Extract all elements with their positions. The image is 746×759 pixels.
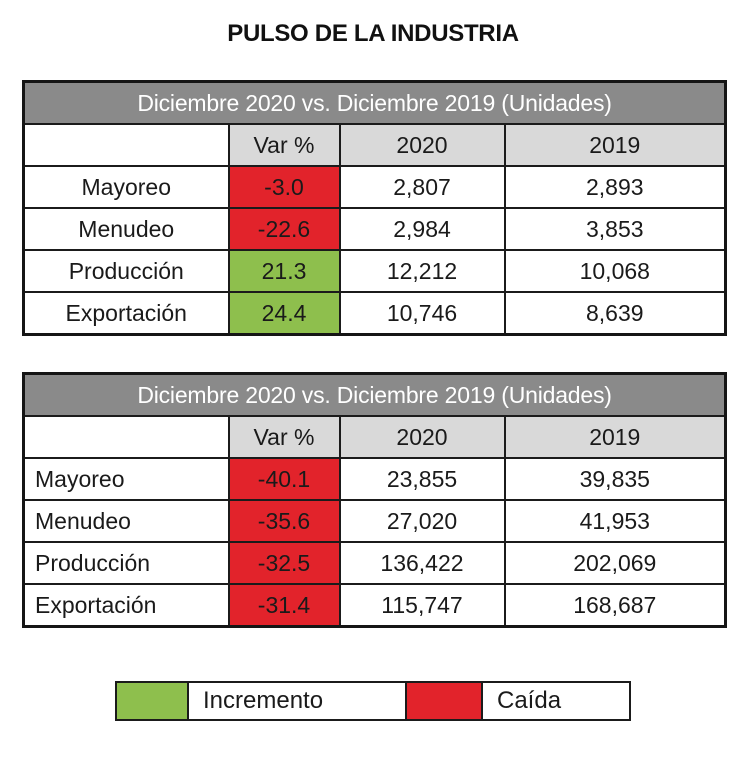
value-2020: 10,746	[338, 291, 506, 336]
value-2019: 202,069	[503, 541, 727, 585]
var-cell: 21.3	[227, 249, 341, 293]
page: PULSO DE LA INDUSTRIA Diciembre 2020 vs.…	[22, 20, 728, 721]
col-header-2019: 2019	[503, 123, 727, 167]
page-title: PULSO DE LA INDUSTRIA	[227, 20, 519, 47]
var-cell: -3.0	[227, 165, 341, 209]
increase-label: Incremento	[187, 681, 407, 721]
row-label: Producción	[22, 249, 230, 293]
row-label: Mayoreo	[22, 165, 230, 209]
value-2019: 3,853	[503, 207, 727, 251]
table-row: Exportación 24.4 10,746 8,639	[22, 291, 727, 336]
value-2019: 39,835	[503, 457, 727, 501]
legend: Incremento Caída	[115, 681, 631, 721]
value-2019: 2,893	[503, 165, 727, 209]
table-row: Producción -32.5 136,422 202,069	[22, 541, 727, 585]
table-monthly-units: Diciembre 2020 vs. Diciembre 2019 (Unida…	[22, 80, 728, 336]
col-header-var: Var %	[227, 123, 341, 167]
increase-swatch-icon	[115, 681, 189, 721]
row-label: Menudeo	[22, 207, 230, 251]
legend-row: Incremento Caída	[115, 681, 631, 721]
table-row: Mayoreo -40.1 23,855 39,835	[22, 457, 727, 501]
var-cell: -22.6	[227, 207, 341, 251]
table-header-row: Diciembre 2020 vs. Diciembre 2019 (Unida…	[22, 80, 727, 125]
table-title: Diciembre 2020 vs. Diciembre 2019 (Unida…	[22, 80, 727, 125]
var-cell: -31.4	[227, 583, 341, 628]
value-2020: 12,212	[338, 249, 506, 293]
column-header-row: Var % 2020 2019	[22, 123, 727, 167]
decrease-label: Caída	[481, 681, 631, 721]
decrease-swatch-icon	[405, 681, 483, 721]
value-2019: 8,639	[503, 291, 727, 336]
value-2020: 2,984	[338, 207, 506, 251]
value-2020: 2,807	[338, 165, 506, 209]
col-header-var: Var %	[227, 415, 341, 459]
table-title: Diciembre 2020 vs. Diciembre 2019 (Unida…	[22, 372, 727, 417]
col-header-2020: 2020	[338, 123, 506, 167]
value-2020: 136,422	[338, 541, 506, 585]
var-cell: -32.5	[227, 541, 341, 585]
table-header-row: Diciembre 2020 vs. Diciembre 2019 (Unida…	[22, 372, 727, 417]
value-2020: 23,855	[338, 457, 506, 501]
col-header-2019: 2019	[503, 415, 727, 459]
row-label: Menudeo	[22, 499, 230, 543]
value-2020: 115,747	[338, 583, 506, 628]
corner-cell	[22, 415, 230, 459]
table-row: Mayoreo -3.0 2,807 2,893	[22, 165, 727, 209]
column-header-row: Var % 2020 2019	[22, 415, 727, 459]
row-label: Exportación	[22, 583, 230, 628]
row-label: Exportación	[22, 291, 230, 336]
var-cell: -35.6	[227, 499, 341, 543]
table-row: Menudeo -35.6 27,020 41,953	[22, 499, 727, 543]
table-row: Menudeo -22.6 2,984 3,853	[22, 207, 727, 251]
table-row: Producción 21.3 12,212 10,068	[22, 249, 727, 293]
row-label: Mayoreo	[22, 457, 230, 501]
value-2020: 27,020	[338, 499, 506, 543]
col-header-2020: 2020	[338, 415, 506, 459]
value-2019: 168,687	[503, 583, 727, 628]
table-cumulative-units: Diciembre 2020 vs. Diciembre 2019 (Unida…	[22, 372, 728, 628]
corner-cell	[22, 123, 230, 167]
var-cell: 24.4	[227, 291, 341, 336]
value-2019: 10,068	[503, 249, 727, 293]
row-label: Producción	[22, 541, 230, 585]
value-2019: 41,953	[503, 499, 727, 543]
var-cell: -40.1	[227, 457, 341, 501]
table-row: Exportación -31.4 115,747 168,687	[22, 583, 727, 628]
